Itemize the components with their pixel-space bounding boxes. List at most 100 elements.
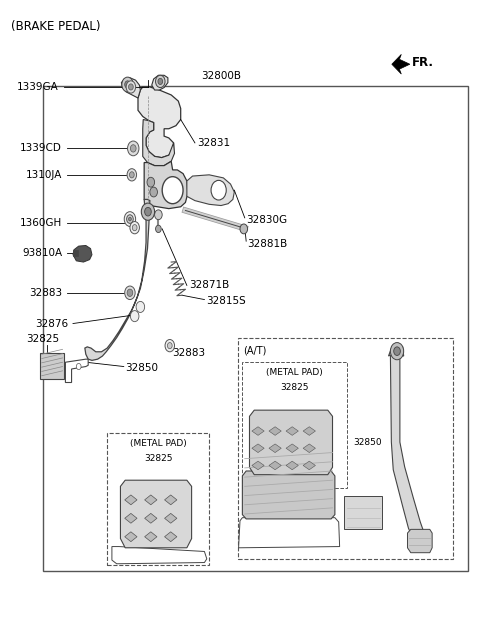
Polygon shape: [269, 444, 281, 453]
Polygon shape: [269, 427, 281, 435]
Text: 32825: 32825: [144, 454, 172, 463]
Polygon shape: [250, 410, 333, 475]
Circle shape: [127, 169, 137, 181]
Circle shape: [156, 225, 161, 232]
Text: 32825: 32825: [275, 453, 303, 463]
Text: 32876: 32876: [35, 319, 68, 329]
Circle shape: [125, 286, 135, 299]
Bar: [344, 495, 383, 529]
Circle shape: [390, 343, 404, 360]
Circle shape: [150, 187, 157, 197]
Polygon shape: [125, 532, 137, 542]
Circle shape: [155, 210, 162, 219]
Bar: [238, 338, 454, 559]
Circle shape: [136, 301, 144, 312]
Text: 32883: 32883: [29, 288, 62, 298]
Polygon shape: [73, 246, 92, 262]
Circle shape: [129, 84, 133, 90]
Text: 32800B: 32800B: [201, 71, 241, 81]
Polygon shape: [303, 444, 315, 453]
Bar: [107, 433, 209, 565]
Text: (METAL PAD): (METAL PAD): [266, 368, 323, 378]
Polygon shape: [152, 75, 168, 90]
Circle shape: [141, 203, 155, 220]
Polygon shape: [303, 461, 315, 470]
Circle shape: [162, 177, 183, 204]
Polygon shape: [408, 529, 432, 552]
Polygon shape: [165, 513, 177, 523]
Polygon shape: [112, 547, 207, 564]
Text: FR.: FR.: [412, 56, 434, 69]
Circle shape: [122, 77, 133, 92]
Polygon shape: [138, 87, 180, 157]
Text: 1339GA: 1339GA: [17, 82, 59, 92]
Text: 32830G: 32830G: [246, 215, 287, 224]
Polygon shape: [125, 513, 137, 523]
Circle shape: [144, 207, 151, 216]
Circle shape: [124, 211, 136, 226]
Circle shape: [126, 81, 136, 93]
Polygon shape: [120, 480, 192, 548]
Circle shape: [211, 180, 226, 200]
Polygon shape: [144, 495, 157, 505]
Circle shape: [129, 217, 132, 221]
Text: (A/T): (A/T): [243, 345, 267, 355]
Circle shape: [130, 221, 139, 234]
Polygon shape: [303, 427, 315, 435]
Polygon shape: [165, 532, 177, 542]
Text: 1360GH: 1360GH: [20, 218, 62, 228]
Polygon shape: [392, 55, 410, 74]
Polygon shape: [165, 495, 177, 505]
Bar: [242, 362, 347, 488]
Text: (BRAKE PEDAL): (BRAKE PEDAL): [12, 20, 101, 33]
Polygon shape: [143, 120, 175, 166]
Text: 1310JA: 1310JA: [26, 170, 62, 180]
Text: 32850: 32850: [354, 438, 383, 446]
Circle shape: [76, 363, 81, 370]
Text: 32881B: 32881B: [247, 239, 288, 249]
Polygon shape: [121, 78, 140, 98]
Polygon shape: [239, 518, 340, 548]
Polygon shape: [269, 461, 281, 470]
Circle shape: [127, 215, 133, 223]
Polygon shape: [144, 532, 157, 542]
Circle shape: [158, 78, 163, 84]
Text: 32825: 32825: [26, 334, 60, 344]
Text: 32825: 32825: [280, 383, 309, 392]
Circle shape: [147, 177, 155, 187]
Text: 32871B: 32871B: [189, 280, 229, 290]
Polygon shape: [252, 444, 264, 453]
Polygon shape: [286, 427, 299, 435]
Circle shape: [131, 144, 136, 152]
Circle shape: [131, 311, 139, 322]
Circle shape: [168, 343, 172, 348]
Polygon shape: [125, 495, 137, 505]
Text: (METAL PAD): (METAL PAD): [130, 439, 187, 448]
Text: 32883: 32883: [173, 348, 206, 358]
Bar: [73, 250, 78, 256]
Polygon shape: [40, 353, 64, 379]
Text: 32815S: 32815S: [206, 296, 246, 306]
Circle shape: [240, 224, 248, 234]
Text: 32850: 32850: [125, 363, 158, 373]
Circle shape: [156, 75, 165, 87]
Circle shape: [394, 347, 400, 355]
Circle shape: [165, 340, 175, 352]
Polygon shape: [286, 444, 299, 453]
Text: 1339CD: 1339CD: [20, 143, 62, 153]
Circle shape: [125, 81, 131, 88]
Circle shape: [130, 172, 134, 178]
Polygon shape: [252, 461, 264, 470]
Polygon shape: [144, 513, 157, 523]
Polygon shape: [286, 461, 299, 470]
Bar: [43, 86, 468, 571]
Circle shape: [127, 289, 133, 296]
Polygon shape: [85, 200, 150, 360]
Polygon shape: [144, 161, 188, 208]
Polygon shape: [187, 175, 234, 206]
Polygon shape: [252, 427, 264, 435]
Circle shape: [128, 141, 139, 156]
Polygon shape: [242, 471, 335, 519]
Polygon shape: [65, 359, 88, 383]
Text: 32831: 32831: [197, 138, 230, 148]
